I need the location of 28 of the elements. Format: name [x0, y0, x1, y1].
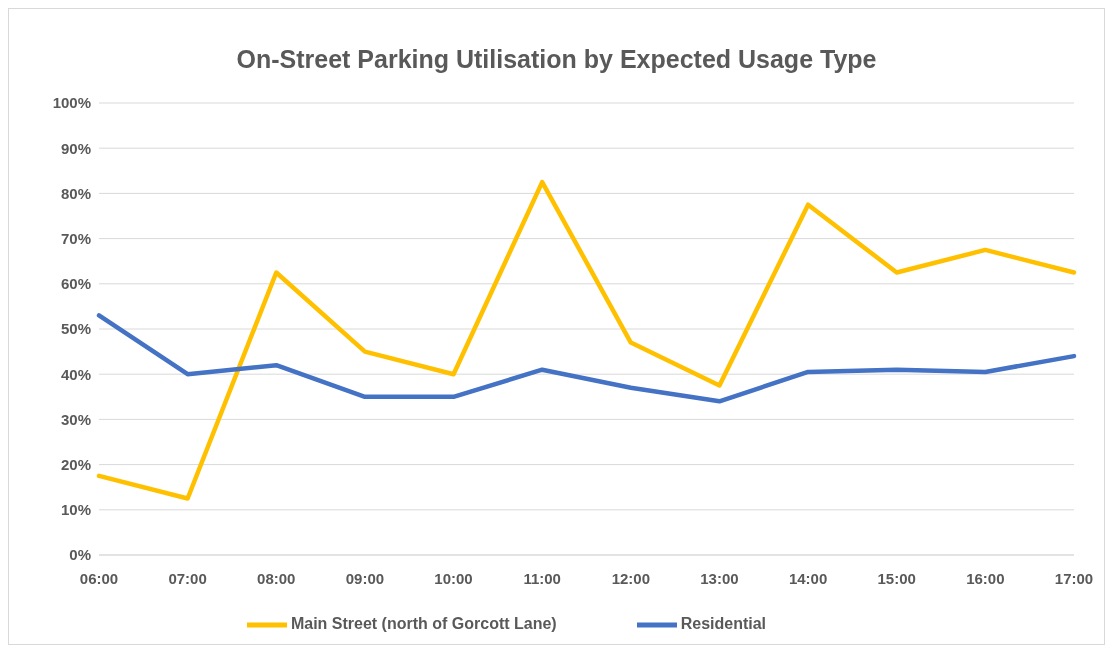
y-tick-label: 80% [60, 184, 91, 202]
y-tick-label: 20% [60, 455, 91, 473]
chart-title: On-Street Parking Utilisation by Expected Usage Type [235, 45, 878, 75]
x-tick-label: 13:00 [700, 569, 739, 587]
x-tick-label: 14:00 [788, 569, 828, 587]
y-tick-label: 40% [60, 365, 91, 383]
x-tick-label: 17:00 [1054, 569, 1094, 587]
x-tick-label: 16:00 [966, 569, 1005, 587]
x-tick-label: 08:00 [257, 569, 296, 587]
line-series [96, 313, 1077, 404]
y-tick-label: 90% [60, 139, 91, 157]
line-series [96, 179, 1077, 501]
x-tick-label: 06:00 [79, 569, 119, 587]
x-tick-label: 11:00 [523, 569, 561, 587]
y-tick-label: 100% [52, 94, 91, 112]
x-tick-label: 12:00 [611, 569, 651, 587]
legend-label: Residential [680, 615, 767, 633]
legend-label: Main Street (north of Gorcott Lane) [290, 615, 557, 633]
y-tick-label: 50% [60, 320, 91, 338]
y-tick-label: 30% [60, 410, 91, 428]
y-tick-label: 0% [69, 546, 91, 564]
x-tick-label: 07:00 [168, 569, 207, 587]
y-tick-label: 10% [60, 501, 91, 519]
x-tick-label: 10:00 [434, 569, 473, 587]
y-tick-label: 70% [60, 229, 91, 247]
x-tick-label: 15:00 [877, 569, 916, 587]
y-tick-label: 60% [60, 275, 91, 293]
x-tick-label: 09:00 [345, 569, 385, 587]
